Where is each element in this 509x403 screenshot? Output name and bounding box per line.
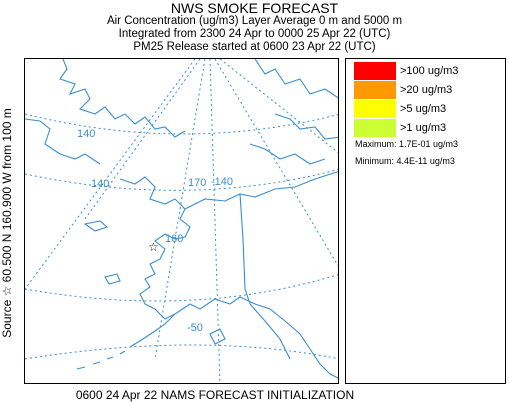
legend-swatch <box>354 100 396 118</box>
grid-label: 170 <box>188 177 206 189</box>
release-start: PM25 Release started at 0600 23 Apr 22 (… <box>133 41 376 53</box>
coastline-alaska <box>119 176 191 320</box>
meridian-line <box>219 59 338 154</box>
legend-panel: >100 ug/m3 >20 ug/m3 >5 ug/m3 >1 ug/m3 M… <box>345 58 506 384</box>
meridian-line <box>214 59 338 267</box>
legend-swatch <box>354 119 396 137</box>
legend-label: >5 ug/m3 <box>400 103 447 115</box>
st-lawrence-island <box>83 220 109 232</box>
source-location-label: Source ☆ 60.500 N 160.900 W from 100 m <box>0 108 14 338</box>
aleutian-islands <box>76 350 126 370</box>
border-line <box>249 303 291 360</box>
meridian-line <box>84 59 201 220</box>
grid-label: 140 <box>91 178 109 190</box>
coastline-siberia <box>59 59 186 138</box>
border-line <box>239 193 251 305</box>
legend-label: >1 ug/m3 <box>400 122 447 134</box>
meridian-line <box>209 59 221 383</box>
legend-label: >100 ug/m3 <box>400 65 459 77</box>
coastline-siberia <box>25 118 101 165</box>
legend-item: >20 ug/m3 <box>350 81 500 101</box>
coastline-alaska-north <box>184 171 338 210</box>
grid-label: 160 <box>165 233 183 245</box>
alaska-map: 140 140 160 -140 170 -50 ☆ <box>25 59 338 383</box>
grid-label: -50 <box>187 322 203 334</box>
parallel-line <box>25 344 338 360</box>
legend-label: >20 ug/m3 <box>400 84 453 96</box>
grid-label: 140 <box>77 128 95 140</box>
source-marker: ☆ <box>148 240 159 254</box>
grid-label: -140 <box>211 176 233 188</box>
parallel-line <box>25 113 338 135</box>
legend-swatch <box>354 81 396 99</box>
coastline-canada <box>249 143 326 165</box>
parallel-line <box>25 274 338 302</box>
legend-item: >100 ug/m3 <box>350 62 500 82</box>
nunivak-island <box>104 273 121 285</box>
legend-item: >5 ug/m3 <box>350 100 500 120</box>
coastline-peninsula <box>129 313 176 348</box>
integration-period: Integrated from 2300 24 Apr to 0000 25 A… <box>118 28 391 40</box>
maximum-value: Maximum: 1.7E-01 ug/m3 <box>355 139 459 149</box>
coastline-canada <box>274 113 338 140</box>
coastline-alaska-south <box>174 296 338 379</box>
meridian-line <box>154 59 206 360</box>
minimum-value: Minimum: 4.4E-11 ug/m3 <box>355 156 455 166</box>
legend-swatch <box>354 62 396 80</box>
forecast-initialization: 0600 24 Apr 22 NAMS FORECAST INITIALIZAT… <box>75 388 355 402</box>
coastline-canada <box>254 59 338 99</box>
forecast-title: NWS SMOKE FORECAST <box>170 0 339 16</box>
legend-item: >1 ug/m3 <box>350 119 500 139</box>
kodiak-island <box>209 328 226 345</box>
map-panel: 140 140 160 -140 170 -50 ☆ <box>24 58 339 384</box>
concentration-subtitle: Air Concentration (ug/m3) Layer Average … <box>106 15 403 27</box>
meridian-line <box>25 59 196 290</box>
